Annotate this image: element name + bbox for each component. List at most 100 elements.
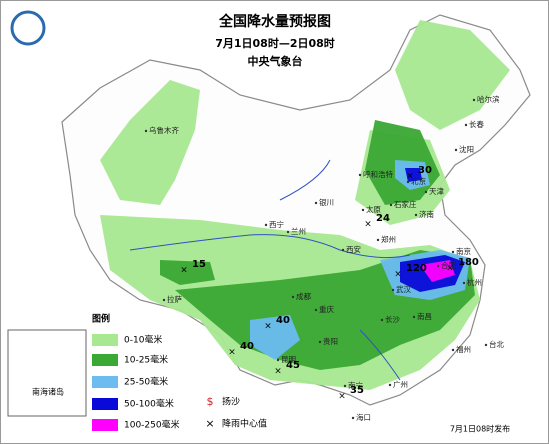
city-dot xyxy=(276,358,280,362)
legend-title: 图例 xyxy=(92,313,110,325)
city-dot xyxy=(343,384,347,388)
rain-center-mark: × xyxy=(338,392,346,402)
city-dot xyxy=(462,281,466,285)
city-dot xyxy=(389,203,393,207)
city-label: 北京 xyxy=(411,176,426,186)
city-dot xyxy=(424,190,428,194)
legend-symbol: $ xyxy=(207,395,214,408)
legend-symbol-label: 扬沙 xyxy=(222,396,240,408)
precip-area xyxy=(420,260,455,282)
city-dot xyxy=(380,318,384,322)
precip-area xyxy=(160,260,215,285)
city-label: 郑州 xyxy=(381,234,396,244)
city-dot xyxy=(406,180,410,184)
precip-areas xyxy=(100,20,510,390)
city-dot xyxy=(484,343,488,347)
rain-center-value: 120 xyxy=(406,263,427,274)
city-label: 哈尔滨 xyxy=(477,94,500,104)
city-dot xyxy=(436,264,440,268)
inset-label: 南海诸岛 xyxy=(32,387,64,397)
city-dot xyxy=(351,416,355,420)
city-label: 呼和浩特 xyxy=(363,169,393,179)
rain-center-mark: × xyxy=(364,220,372,230)
city-label: 南京 xyxy=(456,246,471,256)
legend-label: 100-250毫米 xyxy=(124,419,180,431)
city-label: 拉萨 xyxy=(167,294,182,304)
rain-center-value: 40 xyxy=(276,315,290,326)
city-label: 杭州 xyxy=(467,277,482,287)
legend-swatch xyxy=(92,354,118,366)
city-dot xyxy=(451,250,455,254)
rain-center-value: 40 xyxy=(240,341,254,352)
city-label: 广州 xyxy=(393,379,408,389)
rain-center-value: 15 xyxy=(192,259,206,270)
rain-center-value: 35 xyxy=(350,385,364,396)
precip-area xyxy=(250,315,300,360)
rain-centers: × 30 × 24 × 15 × 120 × 180 × 40 × 40 × 45 × 35 xyxy=(180,165,479,402)
city-dot xyxy=(318,340,322,344)
city-label: 银川 xyxy=(319,198,334,207)
city-label: 合肥 xyxy=(441,260,456,270)
rain-center-mark: × xyxy=(228,348,236,358)
city-dot xyxy=(388,383,392,387)
city-dot xyxy=(162,298,166,302)
rain-center-value: 24 xyxy=(376,213,390,224)
city-dot xyxy=(144,129,148,133)
city-label: 太原 xyxy=(366,204,381,214)
city-dot xyxy=(472,98,476,102)
period: 7月1日08时—2日08时 xyxy=(215,36,335,50)
city-dot xyxy=(412,315,416,319)
city-dot xyxy=(376,238,380,242)
legend: 图例 0-10毫米 10-25毫米 25-50毫米 50-100毫米 100-250毫米… xyxy=(92,313,267,431)
city-dot xyxy=(291,295,295,299)
city-dot xyxy=(361,208,365,212)
city-label: 福州 xyxy=(456,345,471,354)
agency: 中央气象台 xyxy=(248,54,303,68)
legend-symbol-label: 降雨中心值 xyxy=(222,418,267,430)
rain-center-mark: × xyxy=(180,266,188,276)
city-dot xyxy=(464,123,468,127)
city-label: 乌鲁木齐 xyxy=(149,125,179,135)
legend-label: 25-50毫米 xyxy=(124,376,168,388)
city-label: 兰州 xyxy=(291,226,306,236)
precip-area xyxy=(405,168,422,182)
logo xyxy=(10,10,46,46)
city-label: 西安 xyxy=(346,244,361,254)
city-dot xyxy=(358,173,362,177)
rain-center-mark: × xyxy=(274,367,282,377)
city-label: 石家庄 xyxy=(394,199,417,209)
rain-center-mark: × xyxy=(264,322,272,332)
city-dot xyxy=(414,213,418,217)
city-label: 南宁 xyxy=(348,380,363,390)
legend-symbol: × xyxy=(205,417,214,430)
footer: 7月1日08时发布 xyxy=(450,424,510,434)
legend-swatch xyxy=(92,334,118,346)
precip-area xyxy=(100,80,200,205)
legend-label: 50-100毫米 xyxy=(124,398,174,410)
rain-center-mark: × xyxy=(394,270,402,280)
city-label: 西宁 xyxy=(269,219,284,229)
legend-swatch xyxy=(92,398,118,410)
inset-box xyxy=(7,329,87,417)
city-label: 昆明 xyxy=(281,355,296,364)
legend-swatch xyxy=(92,419,118,431)
city-dot xyxy=(341,248,345,252)
rain-center-mark: × xyxy=(406,172,414,182)
precip-area xyxy=(395,20,510,130)
legend-label: 0-10毫米 xyxy=(124,334,162,346)
rivers xyxy=(129,159,411,381)
city-label: 天津 xyxy=(429,187,444,196)
rain-center-mark: × xyxy=(446,264,454,274)
city-label: 海口 xyxy=(356,412,371,422)
city-label: 长春 xyxy=(469,119,484,129)
legend-label: 10-25毫米 xyxy=(124,354,168,366)
city-label: 沈阳 xyxy=(459,144,474,154)
city-label: 重庆 xyxy=(319,304,334,314)
city-label: 济南 xyxy=(419,209,434,219)
rain-center-value: 30 xyxy=(418,165,432,176)
city-label: 长沙 xyxy=(385,314,400,324)
city-label: 武汉 xyxy=(396,284,411,294)
